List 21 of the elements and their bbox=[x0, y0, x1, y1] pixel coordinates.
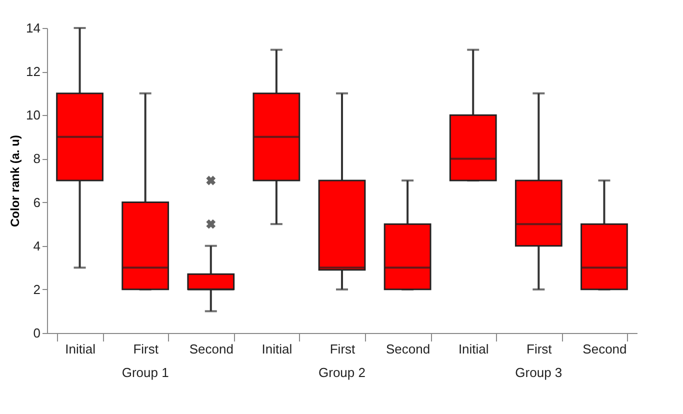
x-tick-label: Initial bbox=[262, 342, 292, 356]
y-tick-label: 4 bbox=[33, 238, 40, 254]
text: Group 3 bbox=[515, 365, 562, 380]
x-tick-label: Second bbox=[386, 342, 430, 356]
y-tick-label: 10 bbox=[26, 108, 40, 123]
y-tick-label: 0 bbox=[33, 326, 40, 340]
x-tick-label: Initial bbox=[458, 342, 489, 356]
x-tick-label: First bbox=[330, 342, 356, 356]
y-tick-label: 6 bbox=[33, 194, 40, 210]
text: Group 2 bbox=[318, 365, 366, 380]
y-tick-label: 2 bbox=[33, 282, 40, 297]
x-tick-label: First bbox=[526, 342, 552, 356]
y-axis-title: Color rank (a. u) bbox=[8, 134, 22, 228]
y-tick-label: 14 bbox=[26, 20, 40, 36]
y-tick-label: 12 bbox=[26, 64, 40, 80]
x-tick-label: First bbox=[133, 342, 159, 356]
x-tick-label: Second bbox=[189, 342, 234, 356]
text: Group 1 bbox=[122, 365, 169, 380]
x-tick-label: Initial bbox=[65, 342, 96, 356]
y-tick-label: 8 bbox=[33, 151, 40, 166]
x-tick-label: Second bbox=[582, 342, 627, 356]
